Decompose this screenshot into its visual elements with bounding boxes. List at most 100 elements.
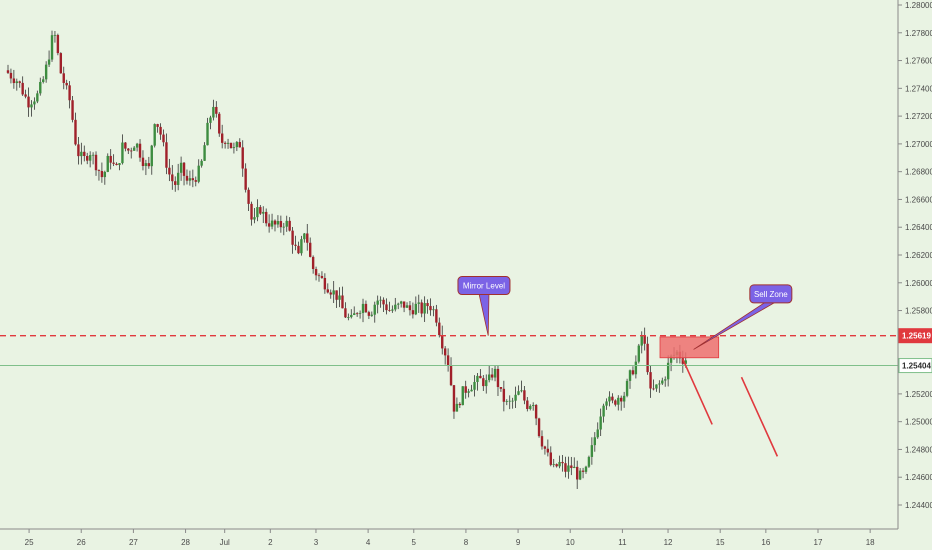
y-tick-label: 1.26400 bbox=[905, 223, 932, 232]
x-tick-label: 16 bbox=[761, 538, 770, 547]
candle-body bbox=[655, 384, 658, 389]
candle-body bbox=[649, 372, 652, 389]
candle-body bbox=[575, 466, 579, 480]
candle-body bbox=[358, 312, 362, 314]
candle-body bbox=[578, 470, 582, 480]
candle-body bbox=[446, 355, 450, 366]
sell-zone-label: Sell Zone bbox=[754, 290, 788, 299]
current-price-tag bbox=[898, 358, 932, 374]
candle-body bbox=[262, 211, 265, 214]
candle-body bbox=[27, 96, 30, 108]
candle-body bbox=[30, 104, 33, 108]
candle-body bbox=[517, 391, 520, 395]
candle-body bbox=[555, 464, 558, 467]
candle-body bbox=[223, 142, 227, 144]
candle-body bbox=[534, 404, 538, 419]
candle-body bbox=[666, 362, 670, 380]
candle-body bbox=[209, 117, 212, 123]
candle-body bbox=[135, 143, 139, 148]
candle-body bbox=[197, 165, 200, 182]
candle-body bbox=[50, 35, 54, 60]
candle-body bbox=[479, 375, 482, 379]
candle-body bbox=[411, 310, 415, 315]
candle-body bbox=[608, 396, 611, 402]
candle-body bbox=[306, 233, 309, 243]
y-tick-label: 1.27400 bbox=[905, 84, 932, 93]
candle-body bbox=[159, 126, 162, 135]
candle-body bbox=[652, 388, 655, 390]
candle-body bbox=[587, 456, 591, 467]
callout-bubble bbox=[457, 276, 511, 296]
y-tick-label: 1.26600 bbox=[905, 195, 932, 204]
candle-body bbox=[611, 396, 614, 401]
candle-body bbox=[432, 309, 435, 311]
candle-body bbox=[65, 82, 68, 86]
candle-body bbox=[162, 134, 165, 143]
candle-body bbox=[338, 295, 341, 300]
candle-body bbox=[426, 303, 429, 307]
candle-body bbox=[218, 113, 221, 134]
candle-body bbox=[6, 70, 10, 73]
candle-body bbox=[584, 466, 588, 472]
candles-layer bbox=[6, 30, 687, 489]
candle-body bbox=[341, 295, 344, 309]
candle-body bbox=[267, 223, 271, 227]
candle-body bbox=[549, 452, 552, 465]
candle-body bbox=[291, 230, 294, 245]
x-tick-label: Jul bbox=[220, 538, 230, 547]
candle-body bbox=[103, 171, 107, 178]
candle-body bbox=[188, 178, 192, 181]
candle-body bbox=[505, 401, 508, 402]
candle-body bbox=[121, 142, 124, 164]
candle-body bbox=[561, 461, 564, 464]
candle-body bbox=[194, 180, 197, 182]
candle-body bbox=[97, 170, 101, 172]
candle-body bbox=[80, 151, 83, 157]
x-tick-label: 18 bbox=[866, 538, 875, 547]
candle-body bbox=[138, 143, 142, 158]
levels-layer bbox=[0, 335, 898, 367]
candle-body bbox=[332, 290, 335, 295]
candle-body bbox=[329, 292, 332, 295]
candle-body bbox=[520, 390, 523, 392]
candle-body bbox=[599, 416, 602, 430]
candle-body bbox=[452, 385, 456, 412]
candle-body bbox=[24, 94, 27, 97]
mirror-level-tag bbox=[898, 328, 932, 344]
candle-body bbox=[473, 381, 476, 390]
candle-body bbox=[311, 256, 315, 270]
candle-body bbox=[285, 220, 288, 227]
candle-body bbox=[602, 405, 605, 417]
candle-body bbox=[461, 386, 464, 406]
candle-body bbox=[379, 299, 382, 301]
candle-body bbox=[661, 380, 664, 384]
candle-body bbox=[529, 405, 532, 409]
candle-body bbox=[212, 106, 215, 118]
candle-body bbox=[581, 470, 585, 472]
x-tick-label: 3 bbox=[314, 538, 319, 547]
candle-body bbox=[523, 390, 526, 401]
candle-body bbox=[206, 122, 209, 146]
candle-body bbox=[144, 163, 148, 167]
candle-body bbox=[200, 160, 203, 166]
candle-body bbox=[229, 142, 233, 149]
y-tick-label: 1.28000 bbox=[905, 1, 932, 10]
candle-body bbox=[42, 79, 45, 82]
candle-body bbox=[420, 302, 423, 314]
candle-body bbox=[88, 155, 92, 161]
candle-body bbox=[264, 211, 268, 224]
candle-body bbox=[323, 277, 327, 290]
y-tick-label: 1.27800 bbox=[905, 29, 932, 38]
candle-body bbox=[508, 400, 511, 402]
candle-body bbox=[124, 142, 127, 149]
y-tick-label: 1.26800 bbox=[905, 168, 932, 177]
x-tick-label: 10 bbox=[566, 538, 575, 547]
candle-body bbox=[646, 343, 649, 373]
x-axis[interactable]: 25 26 27 28 Jul 2 3 4 5 8 9 10 11 12 15 16 17 18 bbox=[25, 529, 876, 547]
candle-body bbox=[622, 395, 626, 402]
candle-body bbox=[669, 355, 673, 363]
candle-body bbox=[423, 303, 426, 314]
candle-body bbox=[355, 313, 359, 315]
candle-body bbox=[15, 81, 19, 84]
